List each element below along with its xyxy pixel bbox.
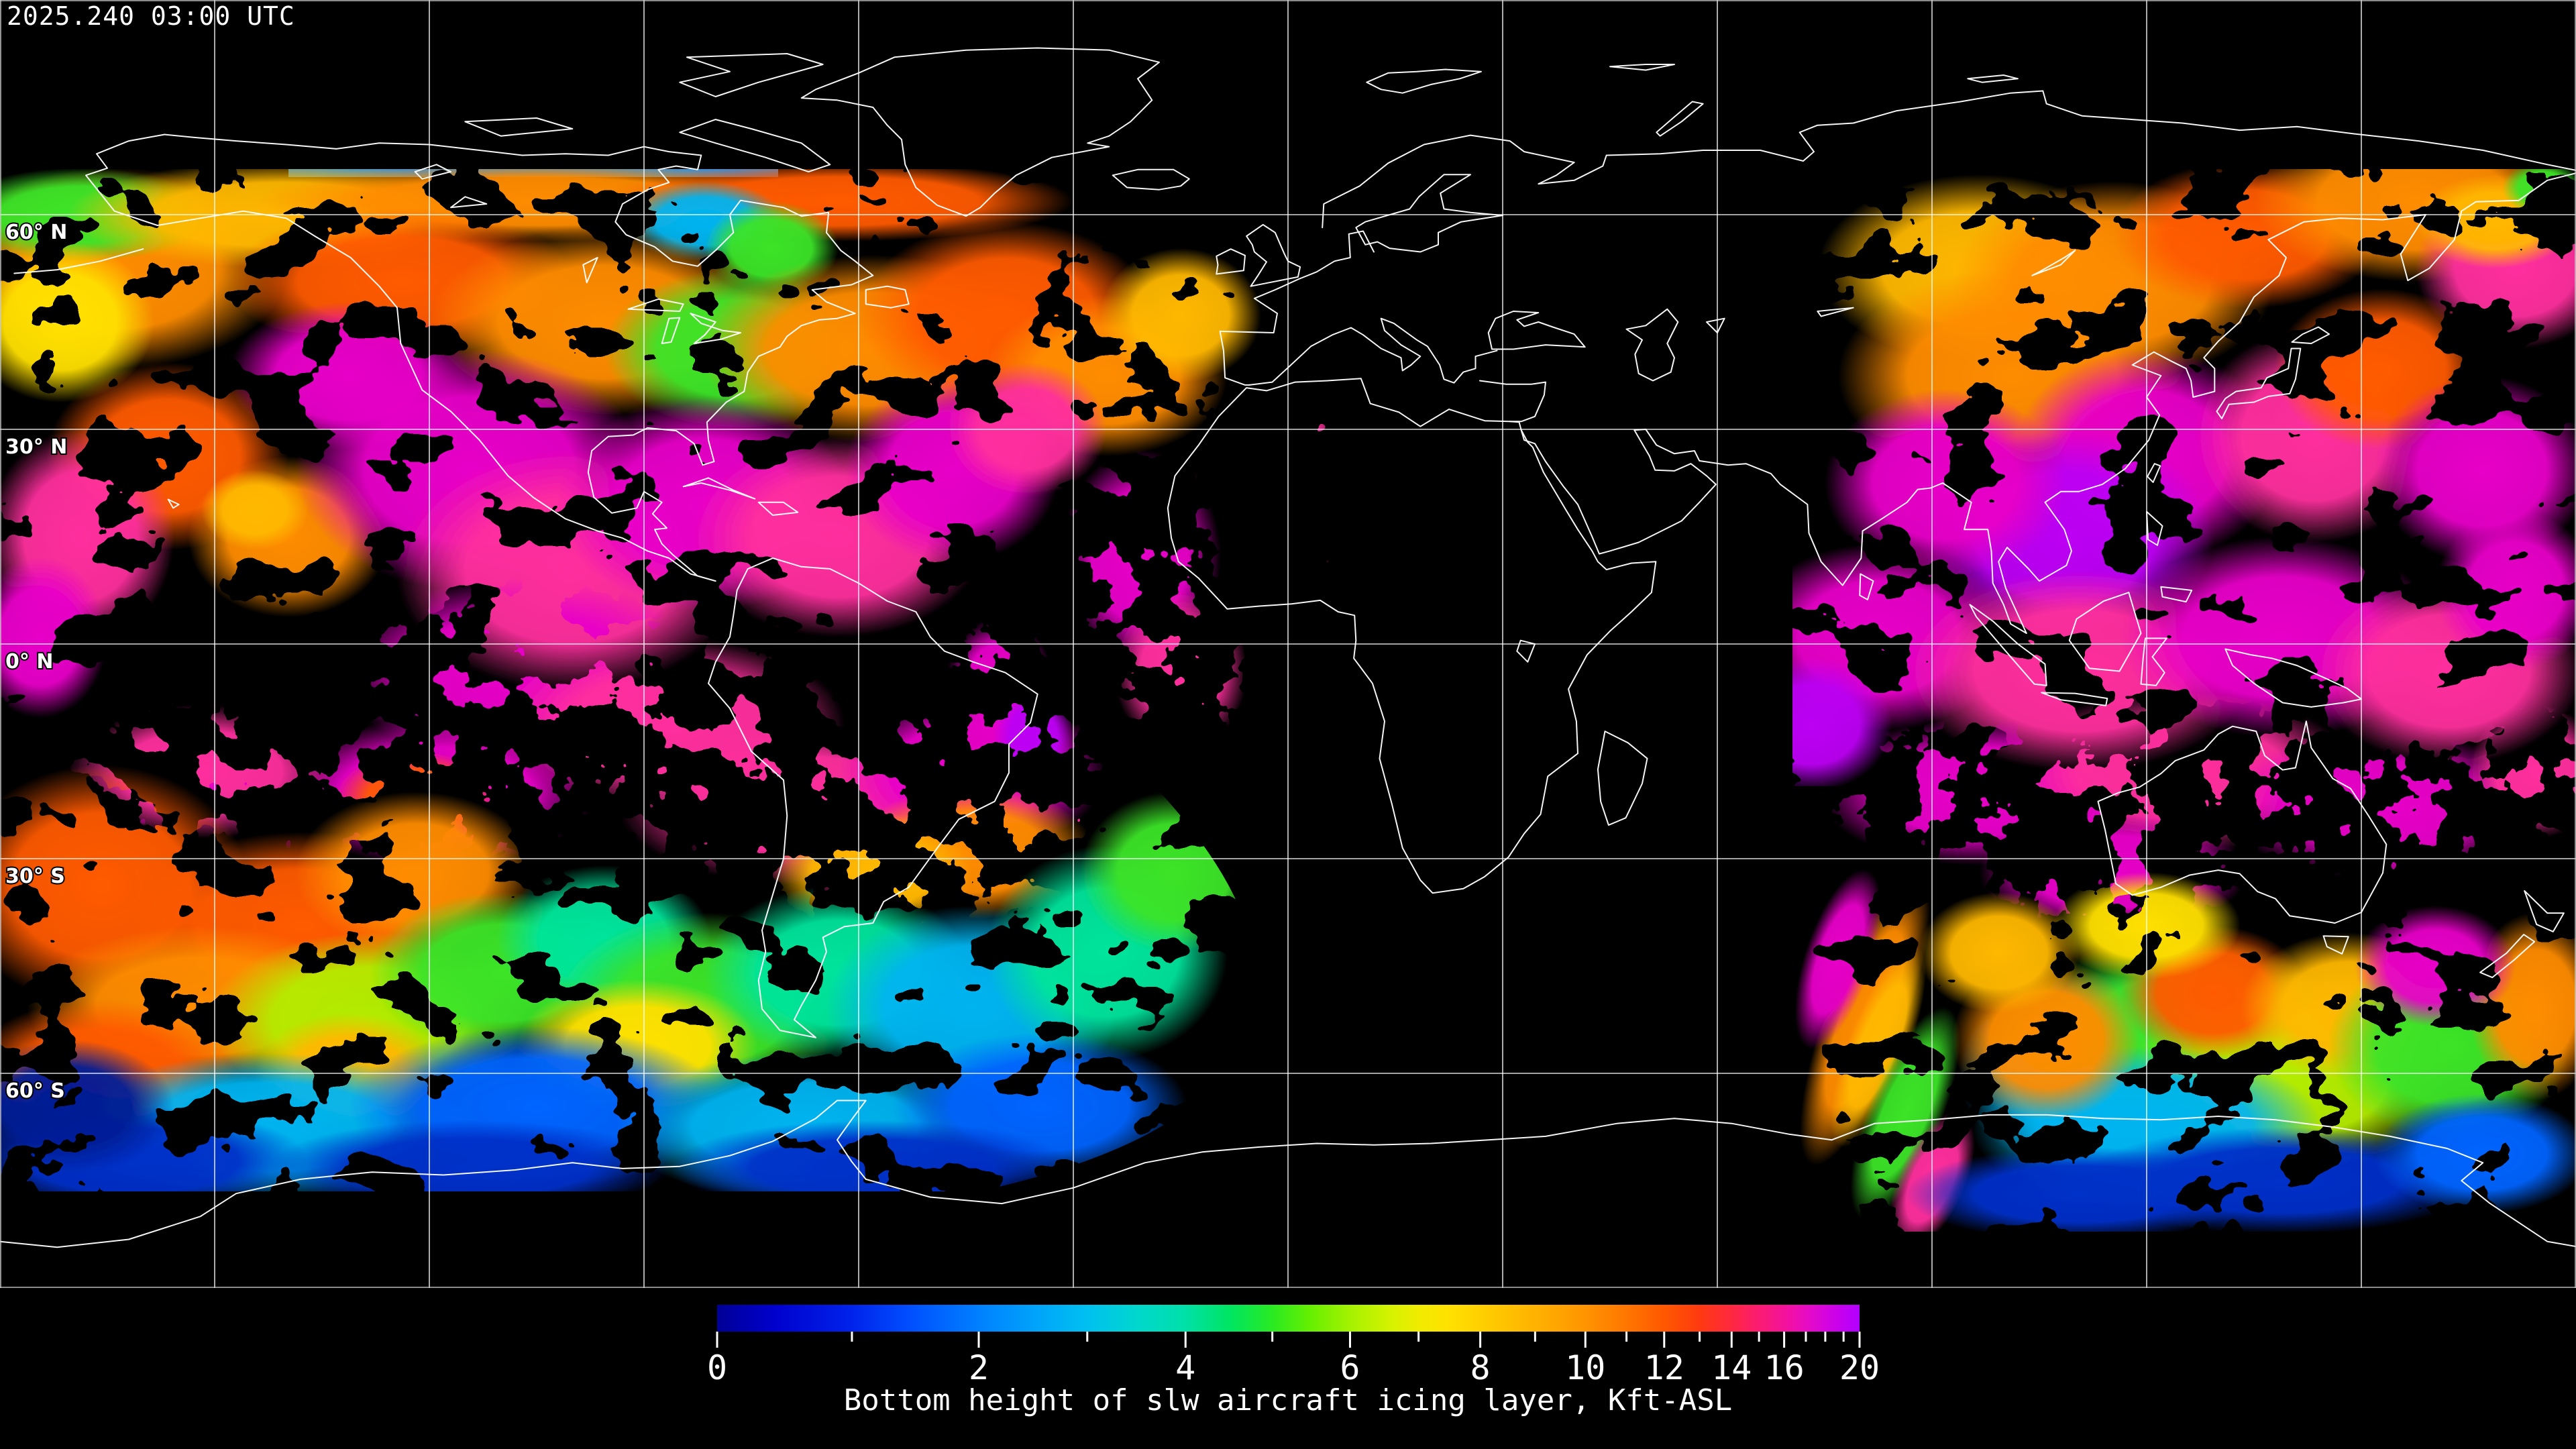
coastline	[1219, 230, 1375, 333]
latitude-label: 30° N	[5, 435, 67, 459]
coastline	[13, 248, 144, 274]
coastline	[2160, 586, 2193, 603]
coastline	[800, 47, 1160, 217]
coastline	[1487, 311, 1586, 350]
coastline	[2146, 511, 2163, 546]
coastline	[1817, 307, 1854, 317]
coastline	[679, 53, 824, 97]
graticule-grid	[0, 0, 2576, 1288]
coastline	[2068, 592, 2142, 672]
coastline	[2216, 347, 2302, 419]
coastline	[464, 117, 574, 137]
coastline	[865, 285, 910, 309]
coastline	[1366, 68, 1482, 94]
coastline	[1625, 308, 1679, 382]
coastline	[1167, 378, 1657, 894]
latitude-labels: 60° N 30° N 0° N 30° S 60° S	[4, 219, 68, 1104]
coastline	[2140, 637, 2167, 686]
data-swaths	[0, 169, 2576, 1232]
coastline	[1706, 317, 1725, 333]
colorbar-tick-label: 0	[707, 1348, 727, 1387]
colorbar-tick-label: 2	[969, 1348, 989, 1387]
coastline	[708, 557, 1038, 1038]
colorbar-tick-label: 8	[1470, 1348, 1491, 1387]
colorbar-tick-label: 4	[1175, 1348, 1195, 1387]
speck-field-tropics	[0, 335, 2549, 906]
coastline	[0, 1099, 2576, 1248]
coastline	[2097, 720, 2387, 924]
timestamp-label: 2025.240 03:00 UTC	[7, 1, 295, 31]
coastline	[1967, 74, 2019, 83]
latitude-label: 60° S	[5, 1079, 65, 1103]
coastline	[1597, 731, 1648, 826]
coastline	[2322, 935, 2349, 955]
coastline	[450, 196, 488, 209]
colorbar-tick-label: 6	[1340, 1348, 1360, 1387]
coastline	[757, 501, 799, 516]
coastline	[2041, 692, 2108, 706]
coastline	[1246, 223, 1301, 287]
coastline	[1355, 174, 1503, 253]
coastline	[690, 313, 741, 344]
coastline	[1479, 380, 1546, 423]
colorbar-title: Bottom height of slw aircraft icing laye…	[844, 1383, 1733, 1417]
coastline	[414, 164, 451, 180]
coastline	[1216, 248, 1246, 275]
colorbar-tick-label: 20	[1839, 1348, 1880, 1387]
colorbar-tick-label: 14	[1711, 1348, 1752, 1387]
coastline	[1219, 330, 1250, 386]
colorbar-tick-label: 16	[1764, 1348, 1804, 1387]
latitude-label: 30° S	[5, 865, 65, 888]
colorbar-tick-labels: 0 2 4 6 8 10 12 14 16 20	[707, 1348, 1880, 1387]
coastline	[1859, 573, 1874, 600]
colorbar-tick-label: 10	[1565, 1348, 1605, 1387]
coastline	[2524, 890, 2565, 932]
coastline	[1516, 639, 1536, 663]
latitude-label: 0° N	[5, 650, 53, 674]
coastline	[682, 477, 756, 500]
swath-east-asia-pacific	[1792, 169, 2576, 786]
coastline	[1656, 101, 1704, 137]
coastline	[167, 498, 180, 509]
coastline	[661, 317, 681, 344]
coastline	[1969, 604, 2047, 686]
coastline	[2291, 326, 2330, 344]
coastline	[1322, 90, 2576, 229]
coastline	[1248, 317, 1498, 386]
colorbar-ticks	[716, 1332, 1861, 1348]
coastline	[1520, 172, 2576, 634]
swath-australia-south	[1794, 869, 2576, 1232]
coastline	[582, 257, 598, 284]
swath-south-pacific-atlantic	[0, 765, 1258, 1191]
coastline	[1112, 168, 1190, 191]
coastline	[2479, 934, 2536, 979]
coastline	[2031, 250, 2076, 276]
coastline	[627, 298, 684, 312]
coastline	[2147, 463, 2161, 483]
colorbar-gradient-bar	[717, 1305, 1860, 1332]
colorbar-legend: 0 2 4 6 8 10 12 14 16 20 Bottom height of slw air…	[707, 1305, 1880, 1417]
coastline	[679, 119, 831, 172]
coastline	[85, 133, 874, 582]
coastline	[1609, 64, 1675, 71]
latitude-label: 60° N	[5, 221, 67, 244]
colorbar-tick-label: 12	[1644, 1348, 1684, 1387]
